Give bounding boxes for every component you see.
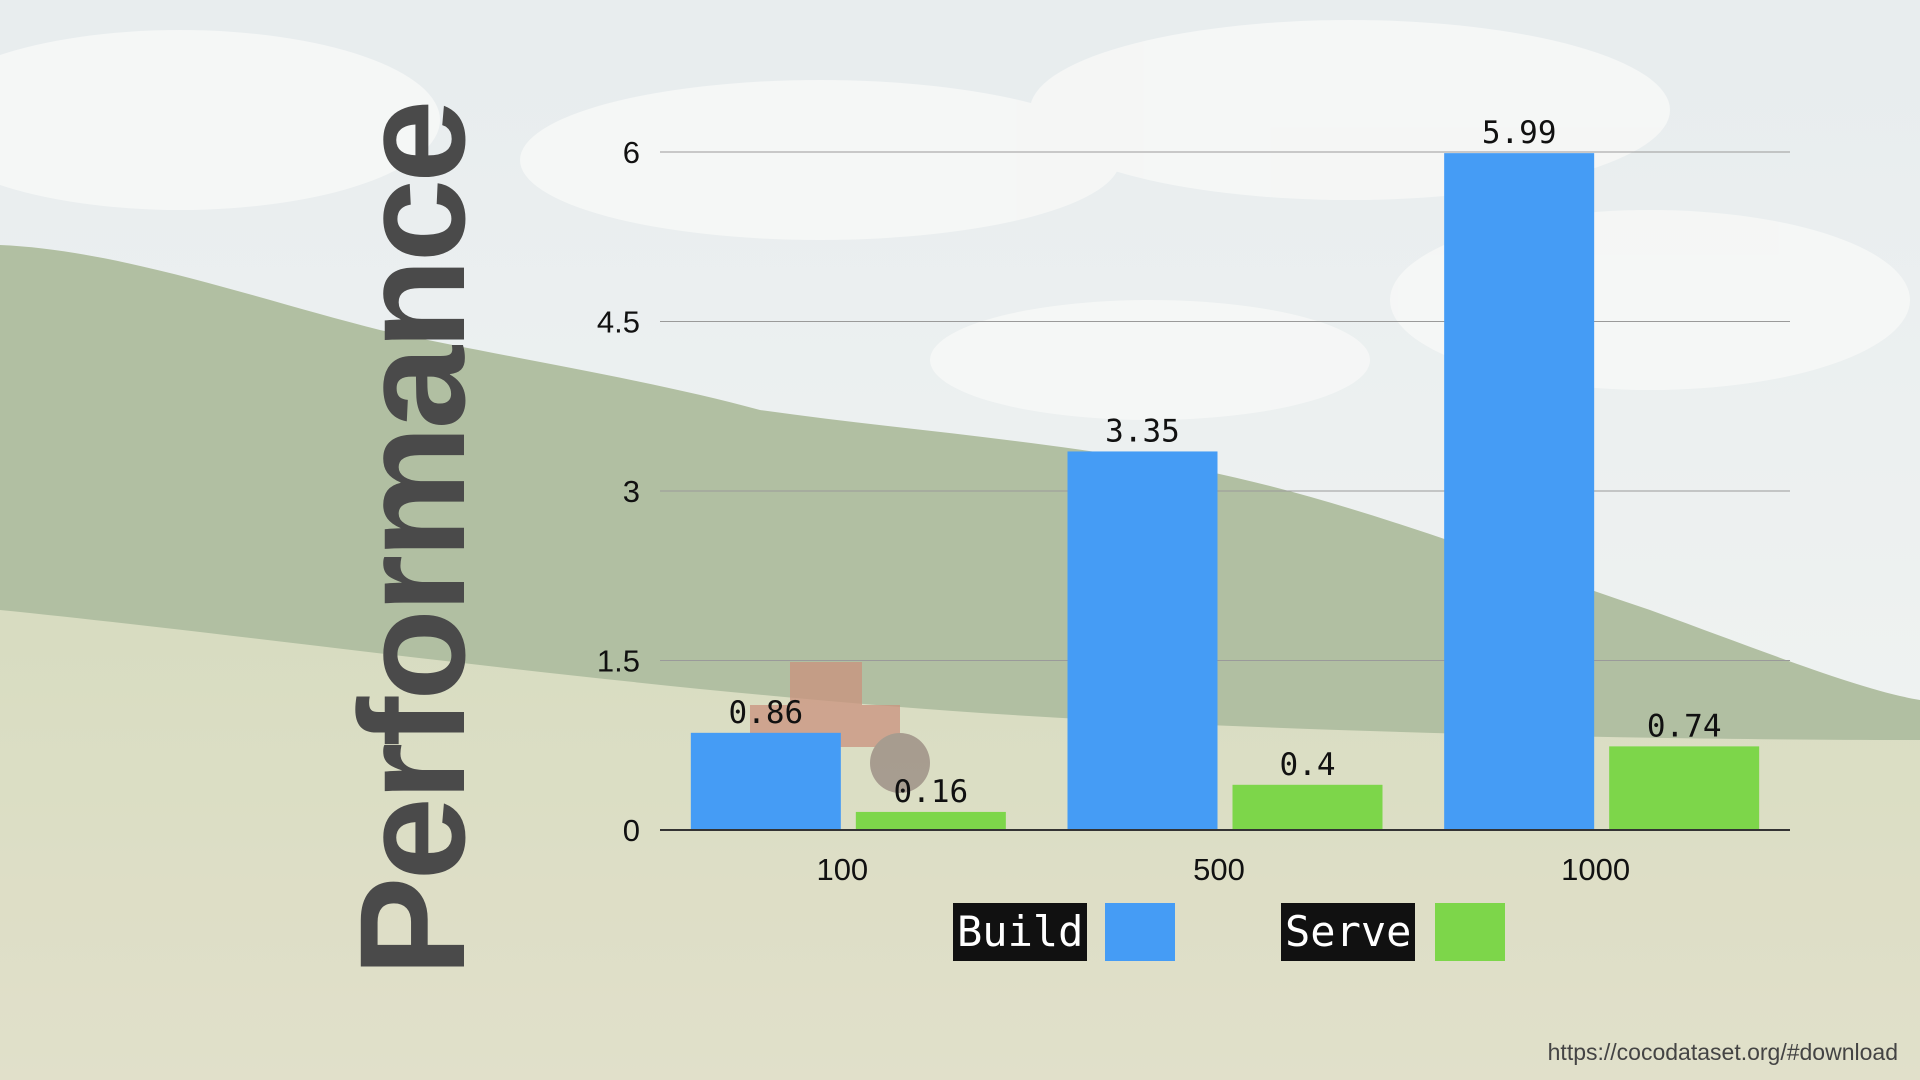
y-axis-ticks: 0 1.5 3 4.5 6 [597, 135, 640, 848]
x-axis-ticks: 100 500 1000 [816, 852, 1630, 887]
source-link[interactable]: https://cocodataset.org/#download [1547, 1039, 1898, 1065]
bars [690, 153, 1760, 830]
data-label: 0.86 [729, 695, 804, 731]
data-label: 5.99 [1482, 115, 1557, 151]
x-tick-label: 1000 [1561, 852, 1630, 887]
x-tick-label: 100 [816, 852, 868, 887]
bar-serve-100 [855, 811, 1006, 830]
bar-build-500 [1067, 451, 1218, 830]
data-label: 0.16 [894, 774, 969, 810]
legend-swatch-build [1105, 903, 1175, 961]
y-tick-label: 3 [623, 474, 640, 509]
data-label: 0.74 [1647, 708, 1722, 744]
bar-serve-500 [1232, 784, 1383, 830]
gridlines [660, 151, 1790, 661]
y-tick-label: 0 [623, 813, 640, 848]
data-label: 0.4 [1280, 747, 1336, 783]
y-tick-label: 4.5 [597, 305, 640, 340]
legend-swatch-serve [1435, 903, 1505, 961]
y-tick-label: 1.5 [597, 644, 640, 679]
bar-build-1000 [1444, 153, 1595, 830]
y-tick-label: 6 [623, 135, 640, 170]
data-label: 3.35 [1105, 413, 1180, 449]
x-tick-label: 500 [1193, 852, 1245, 887]
bar-build-100 [690, 732, 841, 830]
data-labels: 0.86 0.16 3.35 0.4 5.99 0.74 [729, 115, 1722, 810]
legend-label-build: Build [953, 903, 1088, 961]
legend-label-serve: Serve [1281, 903, 1416, 961]
bar-serve-1000 [1609, 746, 1760, 830]
